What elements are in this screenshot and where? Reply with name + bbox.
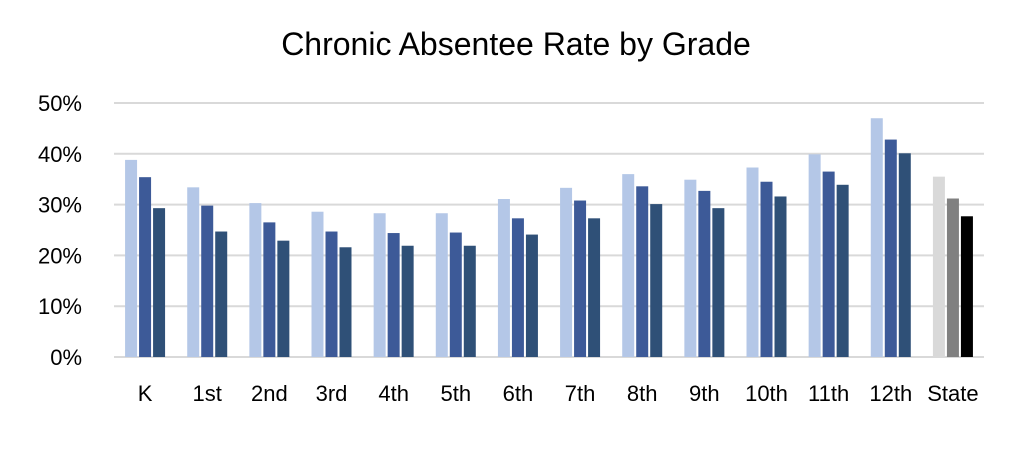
bar-9th-series-2	[698, 190, 711, 357]
bar-12th-series-1	[870, 118, 883, 358]
bar-10th-series-1	[746, 167, 759, 357]
bar-1st-series-2	[201, 205, 214, 357]
bar-7th-series-2	[574, 200, 587, 357]
gridlines	[114, 102, 984, 358]
x-tick-label: 11th	[808, 381, 849, 406]
x-tick-label: 12th	[869, 381, 912, 406]
bar-2nd-series-3	[277, 240, 290, 357]
x-tick-label: K	[138, 381, 153, 406]
x-tick-label: 2nd	[251, 381, 288, 406]
y-tick-label: 20%	[38, 243, 82, 268]
bar-9th-series-3	[712, 208, 725, 357]
bar-9th-series-1	[684, 179, 697, 357]
x-tick-label: 1st	[193, 381, 222, 406]
bar-7th-series-3	[588, 218, 601, 357]
x-tick-label: 9th	[689, 381, 720, 406]
y-tick-label: 50%	[38, 91, 82, 116]
x-tick-label: 5th	[440, 381, 471, 406]
bar-10th-series-2	[760, 181, 773, 357]
bar-6th-series-1	[497, 199, 510, 357]
y-tick-label: 10%	[38, 294, 82, 319]
x-tick-label: 3rd	[316, 381, 348, 406]
bar-3rd-series-3	[339, 247, 352, 357]
bar-2nd-series-2	[263, 222, 276, 357]
bar-state-series-1	[932, 176, 945, 357]
bar-8th-series-2	[636, 186, 649, 357]
bar-12th-series-2	[884, 139, 897, 357]
x-tick-label: 6th	[503, 381, 534, 406]
bar-11th-series-2	[822, 171, 835, 357]
bar-4th-series-1	[373, 213, 386, 357]
bar-1st-series-1	[187, 187, 200, 357]
bar-k-series-3	[153, 208, 166, 357]
bar-8th-series-3	[650, 204, 663, 357]
x-axis-tick-labels: K 1st 2nd 3rd 4th 5th 6th 7th 8th 9th 10th 11th 12th…	[138, 381, 979, 406]
bar-1st-series-3	[215, 231, 228, 357]
bar-5th-series-1	[435, 213, 448, 357]
bar-6th-series-2	[511, 218, 524, 357]
x-tick-label: 10th	[745, 381, 788, 406]
bar-5th-series-3	[463, 245, 476, 357]
y-tick-label: 30%	[38, 193, 82, 218]
bar-4th-series-3	[401, 245, 414, 357]
bar-10th-series-3	[774, 196, 787, 357]
bar-4th-series-2	[387, 233, 400, 357]
x-tick-label: State	[927, 381, 978, 406]
bar-k-series-1	[125, 159, 138, 357]
x-tick-label: 7th	[565, 381, 596, 406]
bar-2nd-series-1	[249, 203, 262, 357]
bar-7th-series-1	[560, 187, 573, 357]
bar-11th-series-3	[836, 184, 849, 357]
bar-state-series-3	[960, 216, 973, 357]
bar-state-series-2	[946, 198, 959, 357]
y-tick-label: 0%	[50, 345, 82, 370]
bar-8th-series-1	[622, 174, 635, 357]
x-tick-label: 8th	[627, 381, 658, 406]
bars	[125, 118, 973, 358]
x-tick-label: 4th	[378, 381, 409, 406]
bar-12th-series-3	[898, 153, 911, 357]
bar-11th-series-1	[808, 154, 821, 357]
bar-3rd-series-2	[325, 231, 338, 357]
bar-6th-series-3	[525, 234, 538, 357]
bar-k-series-2	[139, 177, 152, 357]
bar-5th-series-2	[449, 232, 462, 357]
y-axis-tick-labels: 0% 10% 20% 30% 40% 50%	[38, 91, 82, 370]
y-tick-label: 40%	[38, 142, 82, 167]
bar-3rd-series-1	[311, 211, 324, 357]
chart-title: Chronic Absentee Rate by Grade	[281, 26, 751, 62]
